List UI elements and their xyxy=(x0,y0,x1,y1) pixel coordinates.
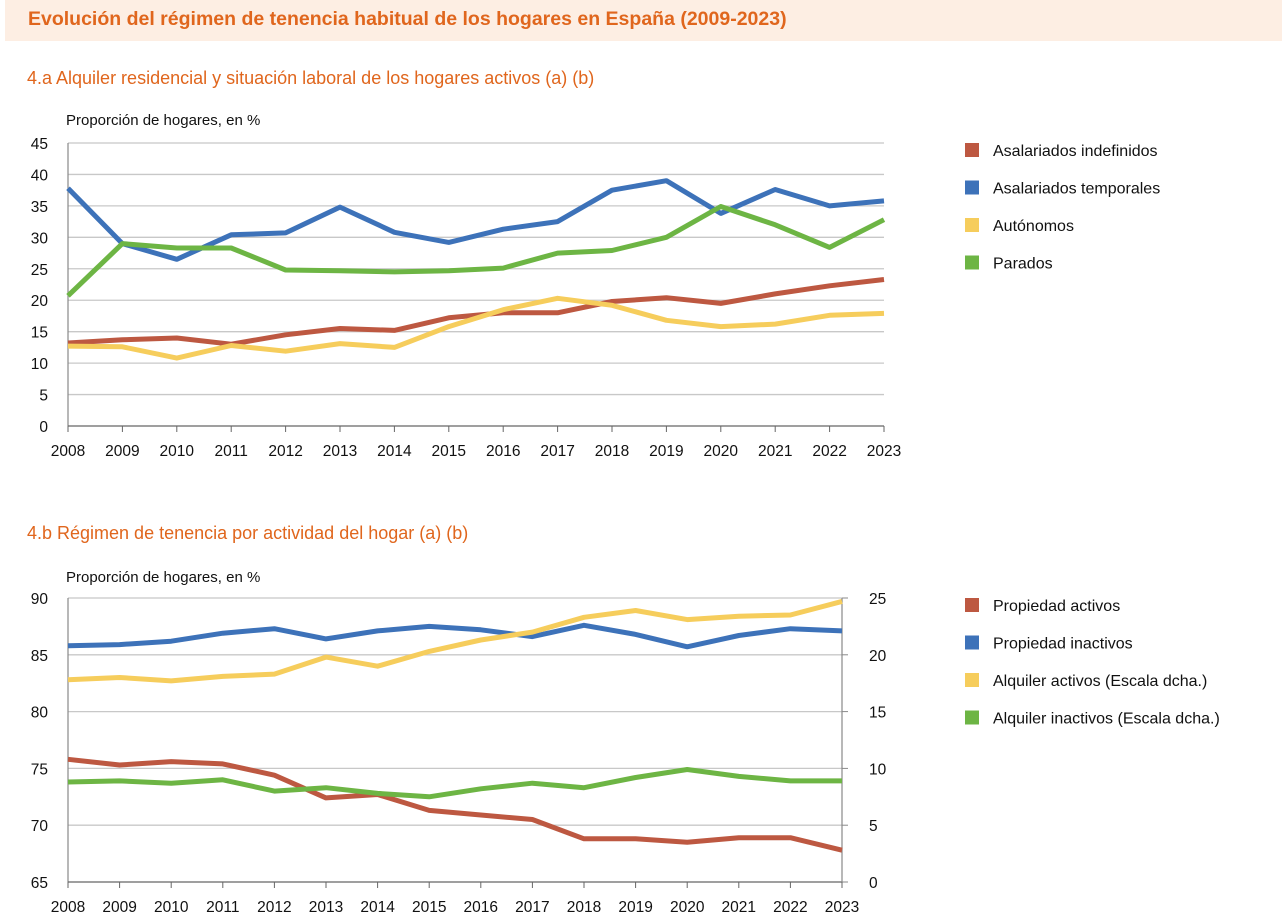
series-line-alquiler-activos-escala-dcha- xyxy=(67,598,843,684)
chart-b-title: 4.b Régimen de tenencia por actividad de… xyxy=(27,523,469,543)
chart-a-title: 4.a Alquiler residencial y situación lab… xyxy=(27,68,595,88)
y-tick-label: 30 xyxy=(31,230,49,247)
x-tick-label: 2023 xyxy=(867,443,901,460)
y-tick-label: 80 xyxy=(31,705,49,722)
x-tick-label: 2016 xyxy=(486,443,520,460)
x-tick-label: 2014 xyxy=(360,899,395,916)
x-tick-label: 2021 xyxy=(722,899,756,916)
x-tick-label: 2010 xyxy=(160,443,195,460)
x-tick-label: 2017 xyxy=(515,899,549,916)
x-tick-label: 2022 xyxy=(773,899,807,916)
x-tick-label: 2009 xyxy=(105,443,139,460)
series-line-asalariados-indefinidos xyxy=(67,277,885,347)
x-tick-label: 2019 xyxy=(649,443,683,460)
y-tick-label: 45 xyxy=(31,136,48,153)
y-tick-label: 15 xyxy=(31,325,48,342)
x-tick-label: 2015 xyxy=(432,443,466,460)
x-tick-label: 2011 xyxy=(215,443,248,460)
y2-tick-label: 10 xyxy=(869,761,887,778)
x-tick-label: 2011 xyxy=(206,899,239,916)
series-line-aut-nomos xyxy=(67,295,885,361)
y-tick-label: 35 xyxy=(31,199,48,216)
legend-label: Asalariados temporales xyxy=(993,181,1160,198)
legend-swatch xyxy=(965,673,979,687)
header-banner: Evolución del régimen de tenencia habitu… xyxy=(5,0,1282,41)
y-tick-label: 10 xyxy=(31,356,49,373)
y2-tick-label: 0 xyxy=(869,875,878,892)
x-tick-label: 2023 xyxy=(825,899,859,916)
y-tick-label: 5 xyxy=(39,388,48,405)
x-tick-label: 2018 xyxy=(595,443,629,460)
x-tick-label: 2008 xyxy=(51,443,85,460)
x-tick-label: 2008 xyxy=(51,899,85,916)
y-tick-label: 65 xyxy=(31,875,48,892)
legend-swatch xyxy=(965,635,979,650)
y-tick-label: 90 xyxy=(31,591,49,608)
legend-swatch xyxy=(965,255,979,270)
y-tick-label: 0 xyxy=(39,419,48,436)
series-line-propiedad-activos xyxy=(67,756,843,853)
legend-swatch xyxy=(965,143,979,157)
x-tick-label: 2013 xyxy=(309,899,343,916)
x-tick-label: 2014 xyxy=(377,443,412,460)
x-tick-label: 2018 xyxy=(567,899,601,916)
series-line-alquiler-inactivos-escala-dcha- xyxy=(67,767,842,800)
y-axis-label: Proporción de hogares, en % xyxy=(66,569,260,586)
y-tick-label: 70 xyxy=(31,818,49,835)
y-tick-label: 75 xyxy=(31,761,48,778)
x-tick-label: 2017 xyxy=(540,443,574,460)
legend-label: Propiedad inactivos xyxy=(993,636,1133,653)
x-tick-label: 2022 xyxy=(812,443,846,460)
x-tick-label: 2021 xyxy=(758,443,792,460)
legend-label: Parados xyxy=(993,256,1053,273)
x-tick-label: 2012 xyxy=(257,899,291,916)
legend-label: Asalariados indefinidos xyxy=(993,143,1158,160)
y2-tick-label: 15 xyxy=(869,705,886,722)
page-title: Evolución del régimen de tenencia habitu… xyxy=(28,8,787,30)
legend-swatch xyxy=(965,710,979,725)
x-tick-label: 2020 xyxy=(704,443,739,460)
x-tick-label: 2016 xyxy=(464,899,498,916)
x-tick-label: 2009 xyxy=(102,899,136,916)
y-tick-label: 85 xyxy=(31,648,48,665)
legend-label: Autónomos xyxy=(993,218,1074,235)
legend-label: Alquiler inactivos (Escala dcha.) xyxy=(993,711,1220,728)
legend-label: Propiedad activos xyxy=(993,598,1120,615)
x-tick-label: 2020 xyxy=(670,899,705,916)
series-line-propiedad-inactivos xyxy=(67,622,843,650)
y2-tick-label: 25 xyxy=(869,591,886,608)
x-tick-label: 2010 xyxy=(154,899,189,916)
x-tick-label: 2013 xyxy=(323,443,357,460)
y2-tick-label: 5 xyxy=(869,818,878,835)
legend-swatch xyxy=(965,180,979,195)
y-tick-label: 40 xyxy=(31,167,49,184)
y2-tick-label: 20 xyxy=(869,648,887,665)
legend-swatch xyxy=(965,218,979,232)
y-tick-label: 20 xyxy=(31,293,49,310)
y-axis-label: Proporción de hogares, en % xyxy=(66,112,260,129)
x-tick-label: 2015 xyxy=(412,899,446,916)
y-tick-label: 25 xyxy=(31,262,48,279)
series-line-parados xyxy=(66,204,886,298)
x-tick-label: 2019 xyxy=(618,899,652,916)
x-tick-label: 2012 xyxy=(268,443,302,460)
legend-swatch xyxy=(965,598,979,612)
legend-label: Alquiler activos (Escala dcha.) xyxy=(993,673,1207,690)
